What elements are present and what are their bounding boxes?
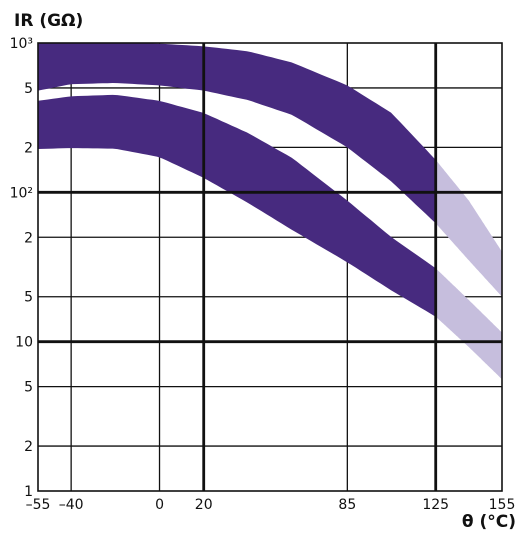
y-tick-label: 2	[24, 140, 33, 156]
y-tick-labels: 1 2 5 10 5 2 10² 2 5 10³	[10, 36, 33, 500]
y-axis-title: IR (GΩ)	[14, 11, 83, 31]
x-tick-label: 20	[195, 497, 213, 513]
major-grid	[38, 43, 502, 491]
y-tick-label: 2	[24, 439, 33, 455]
y-tick-label: 2	[24, 230, 33, 246]
ir-band-2-extrapolated	[435, 268, 502, 380]
x-tick-labels: –55 –40 0 20 85 125 155	[26, 497, 516, 513]
x-axis-title: θ (°C)	[462, 512, 516, 532]
plot-frame	[37, 42, 503, 492]
y-tick-label: 5	[24, 380, 33, 396]
y-tick-label: 10²	[10, 185, 33, 201]
y-tick-label: 10	[15, 335, 33, 351]
y-tick-label: 1	[24, 484, 33, 500]
x-tick-label: 0	[155, 497, 164, 513]
ir-band-1-extrapolated	[435, 159, 502, 297]
y-tick-label: 5	[24, 290, 33, 306]
data-bands	[38, 43, 502, 380]
x-tick-label: –40	[59, 497, 84, 513]
ir-band-1	[38, 43, 436, 224]
x-tick-label: 125	[422, 497, 449, 513]
x-tick-label: 85	[338, 497, 356, 513]
y-tick-label: 10³	[10, 36, 33, 52]
x-tick-label: –55	[26, 497, 51, 513]
ir-band-2	[38, 94, 436, 317]
x-tick-label: 155	[489, 497, 516, 513]
y-tick-label: 5	[24, 81, 33, 97]
